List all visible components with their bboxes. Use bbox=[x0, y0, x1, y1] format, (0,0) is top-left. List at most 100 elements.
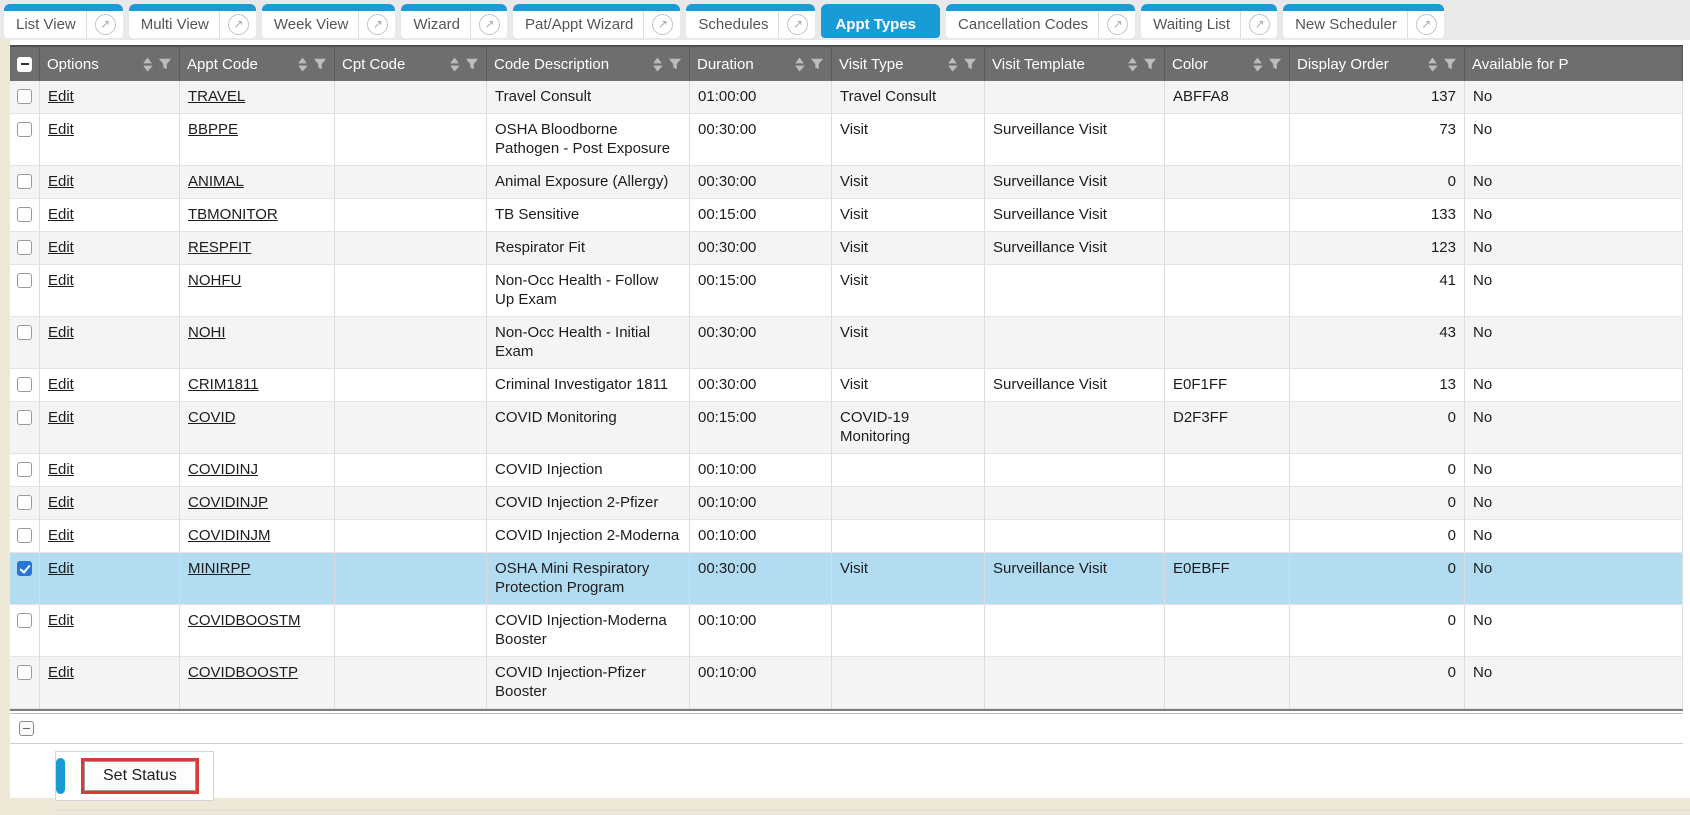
tab-multi-view[interactable]: Multi View ↗ bbox=[128, 4, 256, 38]
row-checkbox[interactable] bbox=[17, 273, 32, 288]
tab-pat-appt-wizard[interactable]: Pat/Appt Wizard ↗ bbox=[513, 4, 681, 38]
column-header-options[interactable]: Options bbox=[40, 47, 180, 81]
edit-link[interactable]: Edit bbox=[48, 461, 74, 478]
row-checkbox[interactable] bbox=[17, 495, 32, 510]
filter-icon[interactable] bbox=[1268, 57, 1282, 71]
popout-arrow-icon[interactable]: ↗ bbox=[367, 14, 389, 35]
filter-icon[interactable] bbox=[158, 57, 172, 71]
filter-icon[interactable] bbox=[963, 57, 977, 71]
popout-arrow-icon[interactable]: ↗ bbox=[1107, 14, 1129, 35]
appt-code-link[interactable]: COVID bbox=[188, 409, 236, 426]
edit-link[interactable]: Edit bbox=[48, 376, 74, 393]
appt-code-link[interactable]: COVIDBOOSTM bbox=[188, 612, 301, 629]
row-checkbox[interactable] bbox=[17, 613, 32, 628]
filter-icon[interactable] bbox=[313, 57, 327, 71]
row-checkbox[interactable] bbox=[17, 122, 32, 137]
appt-code-link[interactable]: ANIMAL bbox=[188, 173, 244, 190]
tab-cancellation-codes[interactable]: Cancellation Codes ↗ bbox=[946, 4, 1136, 38]
column-header-description[interactable]: Code Description bbox=[487, 47, 690, 81]
edit-link[interactable]: Edit bbox=[48, 173, 74, 190]
set-status-button[interactable]: Set Status bbox=[84, 761, 196, 791]
select-all-header-cell[interactable] bbox=[10, 47, 40, 81]
sort-icon[interactable] bbox=[794, 57, 805, 72]
row-checkbox[interactable] bbox=[17, 377, 32, 392]
appt-code-link[interactable]: COVIDBOOSTP bbox=[188, 664, 299, 681]
edit-link[interactable]: Edit bbox=[48, 494, 74, 511]
appt-code-link[interactable]: NOHI bbox=[188, 324, 226, 341]
popout-arrow-icon[interactable]: ↗ bbox=[479, 14, 501, 35]
appt-code-link[interactable]: MINIRPP bbox=[188, 560, 251, 577]
tab-label: New Scheduler bbox=[1295, 16, 1397, 33]
sort-icon[interactable] bbox=[947, 57, 958, 72]
appt-code-link[interactable]: RESPFIT bbox=[188, 239, 252, 256]
popout-arrow-icon[interactable]: ↗ bbox=[227, 14, 249, 35]
tab-list-view[interactable]: List View ↗ bbox=[4, 4, 123, 38]
column-header-duration[interactable]: Duration bbox=[690, 47, 832, 81]
sort-icon[interactable] bbox=[297, 57, 308, 72]
row-checkbox[interactable] bbox=[17, 462, 32, 477]
appt-code-link[interactable]: TBMONITOR bbox=[188, 206, 278, 223]
sort-icon[interactable] bbox=[449, 57, 460, 72]
edit-link[interactable]: Edit bbox=[48, 324, 74, 341]
edit-link[interactable]: Edit bbox=[48, 527, 74, 544]
appt-code-link[interactable]: COVIDINJP bbox=[188, 494, 269, 511]
cell-visit-type bbox=[832, 520, 985, 552]
appt-code-link[interactable]: TRAVEL bbox=[188, 88, 246, 105]
popout-arrow-icon[interactable]: ↗ bbox=[1249, 14, 1271, 35]
popout-arrow-icon[interactable]: ↗ bbox=[652, 14, 674, 35]
filter-icon[interactable] bbox=[668, 57, 682, 71]
appt-code-link[interactable]: COVIDINJM bbox=[188, 527, 271, 544]
sort-icon[interactable] bbox=[1127, 57, 1138, 72]
edit-link[interactable]: Edit bbox=[48, 88, 74, 105]
tab-wizard[interactable]: Wizard ↗ bbox=[401, 4, 508, 38]
appt-code-link[interactable]: CRIM1811 bbox=[188, 376, 259, 393]
tab-week-view[interactable]: Week View ↗ bbox=[261, 4, 396, 38]
column-header-color[interactable]: Color bbox=[1165, 47, 1290, 81]
sort-icon[interactable] bbox=[142, 57, 153, 72]
sort-icon[interactable] bbox=[1427, 57, 1438, 72]
tab-appt-types[interactable]: Appt Types bbox=[821, 4, 941, 38]
column-header-cpt_code[interactable]: Cpt Code bbox=[335, 47, 487, 81]
edit-link[interactable]: Edit bbox=[48, 409, 74, 426]
edit-link[interactable]: Edit bbox=[48, 206, 74, 223]
edit-link[interactable]: Edit bbox=[48, 664, 74, 681]
tab-waiting-list[interactable]: Waiting List ↗ bbox=[1141, 4, 1278, 38]
collapse-footer-icon[interactable] bbox=[19, 721, 34, 736]
appt-code-link[interactable]: NOHFU bbox=[188, 272, 242, 289]
row-checkbox[interactable] bbox=[17, 528, 32, 543]
column-header-visit_template[interactable]: Visit Template bbox=[985, 47, 1165, 81]
sort-icon[interactable] bbox=[652, 57, 663, 72]
cell-color bbox=[1165, 657, 1290, 708]
row-checkbox-checked[interactable] bbox=[17, 561, 32, 576]
collapse-all-icon[interactable] bbox=[17, 56, 32, 72]
sort-icon[interactable] bbox=[1252, 57, 1263, 72]
appt-code-link[interactable]: BBPPE bbox=[188, 121, 239, 138]
filter-icon[interactable] bbox=[810, 57, 824, 71]
appt-code-link[interactable]: COVIDINJ bbox=[188, 461, 259, 478]
edit-link[interactable]: Edit bbox=[48, 560, 74, 577]
popout-arrow-icon[interactable]: ↗ bbox=[787, 14, 809, 35]
filter-icon[interactable] bbox=[465, 57, 479, 71]
row-checkbox[interactable] bbox=[17, 410, 32, 425]
popout-arrow-icon[interactable]: ↗ bbox=[94, 14, 116, 35]
tab-new-scheduler[interactable]: New Scheduler ↗ bbox=[1283, 4, 1444, 38]
edit-link[interactable]: Edit bbox=[48, 239, 74, 256]
row-checkbox[interactable] bbox=[17, 174, 32, 189]
row-checkbox[interactable] bbox=[17, 207, 32, 222]
column-header-available[interactable]: Available for P bbox=[1465, 47, 1683, 81]
row-checkbox[interactable] bbox=[17, 665, 32, 680]
column-header-visit_type[interactable]: Visit Type bbox=[832, 47, 985, 81]
filter-icon[interactable] bbox=[1143, 57, 1157, 71]
row-checkbox[interactable] bbox=[17, 325, 32, 340]
cell-options: Edit bbox=[40, 232, 180, 264]
column-header-display_order[interactable]: Display Order bbox=[1290, 47, 1465, 81]
edit-link[interactable]: Edit bbox=[48, 272, 74, 289]
edit-link[interactable]: Edit bbox=[48, 612, 74, 629]
tab-schedules[interactable]: Schedules ↗ bbox=[686, 4, 816, 38]
filter-icon[interactable] bbox=[1443, 57, 1457, 71]
popout-arrow-icon[interactable]: ↗ bbox=[1415, 14, 1437, 35]
edit-link[interactable]: Edit bbox=[48, 121, 74, 138]
column-header-appt_code[interactable]: Appt Code bbox=[180, 47, 335, 81]
row-checkbox[interactable] bbox=[17, 240, 32, 255]
row-checkbox[interactable] bbox=[17, 89, 32, 104]
